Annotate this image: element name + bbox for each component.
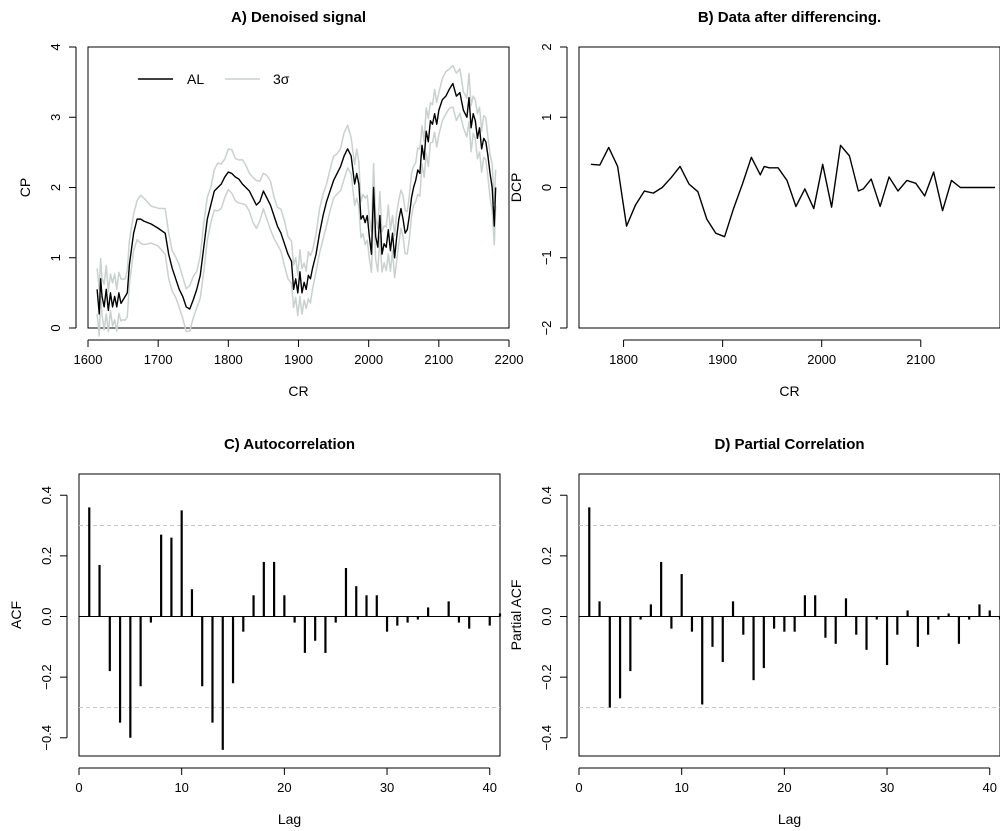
x-tick-label: 1900: [284, 352, 313, 367]
plot-frame: [578, 46, 1000, 329]
y-tick-label: −0.2: [39, 664, 54, 690]
series-line: [96, 82, 497, 315]
y-tick-label: −0.4: [539, 725, 554, 751]
y-tick-label: 0.0: [39, 607, 54, 625]
x-tick-label: 1700: [144, 352, 173, 367]
panel-c-autocorrelation: C) Autocorrelation Lag ACF 0 10 20 30 40 −0.4 −0.…: [8, 436, 502, 827]
legend-label-3sigma: 3σ: [273, 71, 290, 87]
series-line: [590, 144, 996, 238]
plot-frame: [578, 473, 1000, 757]
x-tick-label: 2200: [495, 352, 524, 367]
y-axis-label: ACF: [8, 601, 24, 629]
x-axis-label: CR: [779, 383, 799, 399]
lower-3sigma-line: [96, 106, 497, 337]
y-tick-label: 2: [48, 184, 63, 191]
y-tick-label: 0.0: [539, 607, 554, 625]
x-tick-label: 1800: [214, 352, 243, 367]
x-tick-label: 20: [777, 780, 791, 795]
y-tick-label: 0.4: [539, 486, 554, 504]
y-tick-label: 2: [539, 43, 554, 50]
upper-3sigma-line: [96, 64, 497, 293]
plot-frame: [87, 46, 510, 329]
y-axis-label: DCP: [508, 173, 524, 203]
x-tick-label: 20: [277, 780, 291, 795]
y-tick-label: 1: [539, 114, 554, 121]
y-tick-label: 0.2: [39, 547, 54, 565]
y-tick-label: 3: [48, 114, 63, 121]
chart-title: D) Partial Correlation: [714, 436, 864, 453]
panel-d-partial-correlation: D) Partial Correlation Lag Partial ACF 0 10 2…: [508, 436, 1000, 827]
x-tick-label: 1900: [708, 352, 737, 367]
x-tick-label: 2100: [906, 352, 935, 367]
y-tick-label: −2: [539, 321, 554, 336]
legend: AL 3σ: [138, 71, 290, 87]
x-axis-label: CR: [288, 383, 308, 399]
x-tick-label: 0: [575, 780, 582, 795]
legend-label-al: AL: [187, 71, 204, 87]
x-tick-label: 1600: [74, 352, 103, 367]
panel-b-differenced-data: B) Data after differencing. CR DCP 1800 1900…: [508, 9, 1000, 399]
y-tick-label: 0: [48, 324, 63, 331]
x-tick-label: 1800: [609, 352, 638, 367]
x-tick-label: 2000: [807, 352, 836, 367]
x-tick-label: 0: [75, 780, 82, 795]
chart-title: B) Data after differencing.: [698, 9, 881, 26]
chart-title: A) Denoised signal: [231, 9, 366, 26]
y-tick-label: 1: [48, 254, 63, 261]
x-tick-label: 10: [174, 780, 188, 795]
y-axis-label: CP: [17, 178, 33, 197]
x-tick-label: 2000: [354, 352, 383, 367]
x-tick-label: 2100: [424, 352, 453, 367]
y-tick-label: 4: [48, 43, 63, 50]
y-tick-label: −0.2: [539, 664, 554, 690]
y-tick-label: 0.4: [39, 486, 54, 504]
plot-frame: [78, 473, 501, 757]
x-axis-label: Lag: [778, 811, 801, 827]
x-axis-label: Lag: [278, 811, 301, 827]
x-tick-label: 40: [482, 780, 496, 795]
y-tick-label: −1: [539, 250, 554, 265]
y-tick-label: 0: [539, 184, 554, 191]
x-tick-label: 30: [380, 780, 394, 795]
y-tick-label: 0.2: [539, 547, 554, 565]
x-tick-label: 10: [674, 780, 688, 795]
chart-title: C) Autocorrelation: [224, 436, 355, 453]
y-axis-label: Partial ACF: [508, 580, 524, 651]
x-tick-label: 40: [982, 780, 996, 795]
y-tick-label: −0.4: [39, 725, 54, 751]
x-tick-label: 30: [880, 780, 894, 795]
